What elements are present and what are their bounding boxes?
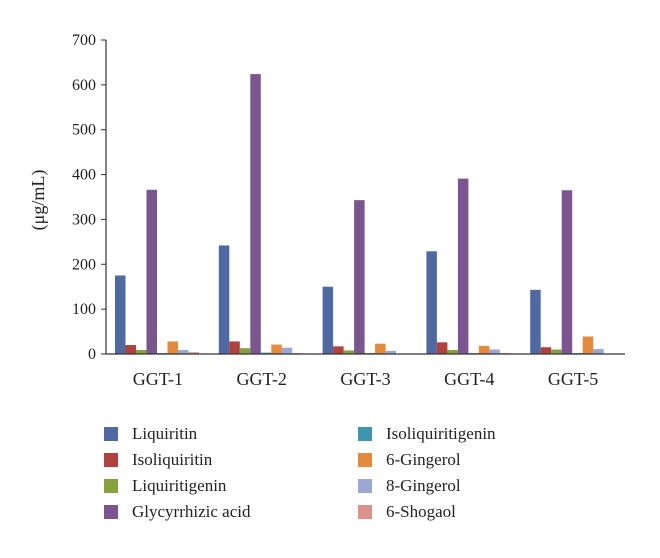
category-label: GGT-3 <box>340 369 390 389</box>
bar-liquiritin-ggt-3 <box>322 286 334 354</box>
legend-label: Isoliquiritin <box>132 450 213 469</box>
y-tick-label: 400 <box>72 167 96 184</box>
bar-liquiritigenin-ggt-5 <box>551 349 562 354</box>
bar-liquiritigenin-ggt-1 <box>136 349 147 354</box>
legend-swatch <box>104 453 118 467</box>
legend-swatch <box>104 505 118 519</box>
bar-6-gingerol-ggt-4 <box>478 345 490 354</box>
legend-item: Isoliquiritin <box>104 450 212 470</box>
bar-isoliquiritin-ggt-1 <box>125 345 136 354</box>
y-tick-label: 500 <box>72 122 96 139</box>
bar-liquiritigenin-ggt-3 <box>343 350 355 354</box>
legend-label: 6-Gingerol <box>386 450 461 469</box>
bar-liquiritin-ggt-4 <box>426 251 437 354</box>
category-labels: GGT-1 GGT-2 GGT-3 GGT-4 GGT-5 <box>133 369 599 389</box>
category-label: GGT-1 <box>133 369 183 389</box>
bar-6-gingerol-ggt-3 <box>375 343 386 354</box>
bar-liquiritin-ggt-5 <box>530 289 541 354</box>
legend: Liquiritin Isoliquiritin Liquiritigenin Gly… <box>104 424 584 544</box>
legend-item: Liquiritin <box>104 424 197 444</box>
bar-liquiritin-ggt-1 <box>115 275 126 354</box>
legend-label: 8-Gingerol <box>386 476 461 495</box>
legend-item: Isoliquiritigenin <box>358 424 496 444</box>
y-tick-label: 300 <box>72 211 96 228</box>
legend-swatch <box>358 479 372 493</box>
legend-swatch <box>104 479 118 493</box>
bar-6-gingerol-ggt-5 <box>582 336 594 354</box>
y-tick-label: 200 <box>72 256 96 273</box>
bar-6-shogaol-ggt-1 <box>188 352 199 354</box>
bar-glycyrrhizic-acid-ggt-1 <box>146 189 157 354</box>
bar-8-gingerol-ggt-4 <box>489 349 500 354</box>
bar-liquiritigenin-ggt-4 <box>447 349 458 354</box>
bar-isoliquiritin-ggt-4 <box>436 342 448 354</box>
bar-glycyrrhizic-acid-ggt-2 <box>250 74 261 354</box>
bar-8-gingerol-ggt-3 <box>385 350 397 354</box>
bar-8-gingerol-ggt-2 <box>281 347 293 354</box>
bar-8-gingerol-ggt-1 <box>178 349 189 354</box>
legend-item: 6-Gingerol <box>358 450 461 470</box>
legend-item: Glycyrrhizic acid <box>104 502 250 522</box>
bar-6-gingerol-ggt-2 <box>271 344 282 354</box>
bar-6-gingerol-ggt-1 <box>167 341 178 354</box>
bar-isoliquiritin-ggt-5 <box>540 347 552 354</box>
legend-label: Isoliquiritigenin <box>386 424 496 443</box>
bar-glycyrrhizic-acid-ggt-3 <box>354 200 365 354</box>
y-axis-label: (μg/mL) <box>28 170 49 231</box>
legend-swatch <box>358 505 372 519</box>
legend-label: 6-Shogaol <box>386 502 456 521</box>
legend-item: 8-Gingerol <box>358 476 461 496</box>
legend-item: 6-Shogaol <box>358 502 456 522</box>
legend-label: Glycyrrhizic acid <box>132 502 251 521</box>
legend-swatch <box>104 427 118 441</box>
bar-8-gingerol-ggt-5 <box>593 349 604 354</box>
bar-liquiritin-ggt-2 <box>218 245 230 354</box>
category-label: GGT-5 <box>548 369 598 389</box>
bar-isoliquiritigenin-ggt-2 <box>260 352 272 354</box>
y-axis-ticks: 0 100 200 300 400 500 600 700 <box>72 32 106 363</box>
y-tick-label: 0 <box>88 346 96 363</box>
bar-glycyrrhizic-acid-ggt-4 <box>457 178 469 354</box>
legend-label: Liquiritigenin <box>132 476 227 495</box>
bars <box>115 74 615 354</box>
bar-isoliquiritin-ggt-2 <box>229 341 240 354</box>
legend-swatch <box>358 427 372 441</box>
category-label: GGT-2 <box>237 369 287 389</box>
bar-liquiritigenin-ggt-2 <box>239 348 251 354</box>
bar-glycyrrhizic-acid-ggt-5 <box>561 190 573 354</box>
legend-label: Liquiritin <box>132 424 198 443</box>
legend-swatch <box>358 453 372 467</box>
category-label: GGT-4 <box>444 369 494 389</box>
legend-item: Liquiritigenin <box>104 476 226 496</box>
y-tick-label: 100 <box>72 301 96 318</box>
y-tick-label: 700 <box>72 32 96 49</box>
bar-isoliquiritin-ggt-3 <box>333 346 344 354</box>
y-tick-label: 600 <box>72 77 96 94</box>
